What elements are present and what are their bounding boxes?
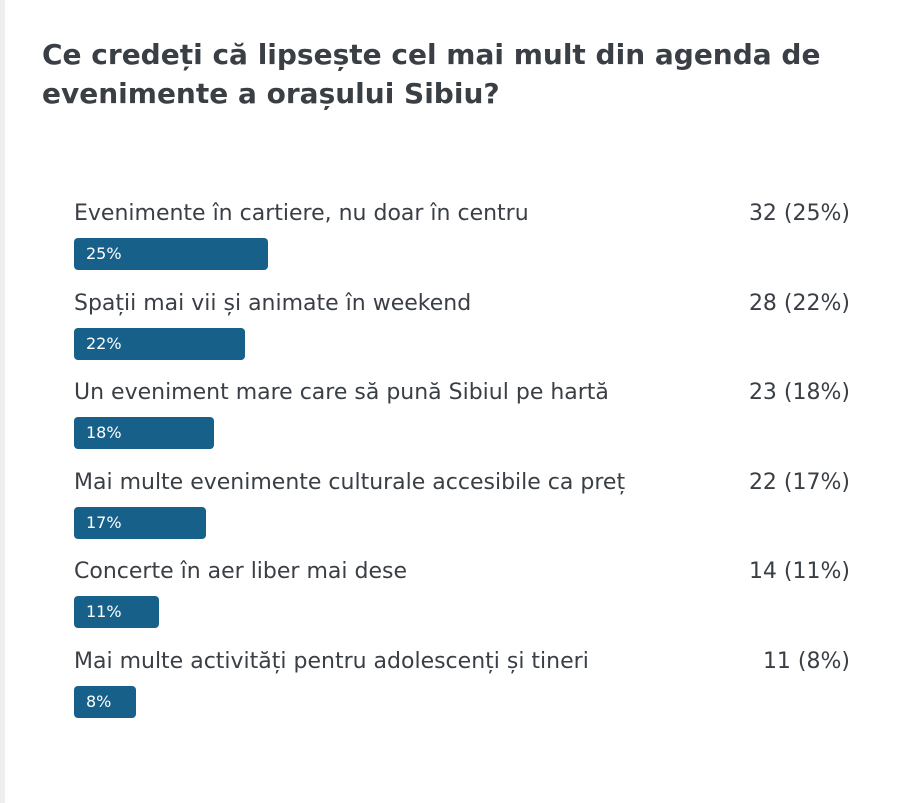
- bar-percent-label: 25%: [86, 244, 122, 263]
- poll-option: Mai multe evenimente culturale accesibil…: [74, 465, 850, 555]
- poll-option: Concerte în aer liber mai dese 14 (11%) 11…: [74, 554, 850, 644]
- option-count: 11 (8%): [762, 648, 850, 674]
- bar-percent-label: 18%: [86, 423, 122, 442]
- option-label: Spații mai vii și animate în weekend: [74, 290, 472, 316]
- option-count: 14 (11%): [748, 559, 850, 584]
- bar-percent-label: 11%: [86, 602, 122, 621]
- poll-option: Un eveniment mare care să pună Sibiul pe…: [74, 375, 850, 465]
- poll-option: Mai multe activități pentru adolescenți …: [74, 644, 850, 734]
- result-bar: 8%: [74, 685, 137, 718]
- left-border: [0, 0, 5, 803]
- option-label: Concerte în aer liber mai dese: [74, 559, 407, 584]
- result-bar: 11%: [74, 596, 160, 628]
- option-label: Mai multe evenimente culturale accesibil…: [74, 469, 626, 495]
- bar-track: 18%: [74, 417, 850, 449]
- poll-title: Ce credeți că lipsește cel mai mult din …: [42, 38, 821, 110]
- poll-option: Evenimente în cartiere, nu doar în centr…: [74, 196, 850, 286]
- bar-track: 8%: [74, 685, 850, 718]
- result-bar: 22%: [74, 327, 245, 360]
- result-bar: 18%: [74, 417, 214, 449]
- bar-track: 17%: [74, 506, 850, 539]
- option-label: Evenimente în cartiere, nu doar în centr…: [74, 201, 529, 226]
- bar-track: 25%: [74, 238, 850, 270]
- option-count: 23 (18%): [748, 380, 850, 405]
- bar-track: 22%: [74, 327, 850, 360]
- bar-track: 11%: [74, 596, 850, 628]
- bar-percent-label: 22%: [86, 333, 122, 353]
- result-bar: 17%: [74, 506, 206, 539]
- option-count: 28 (22%): [748, 290, 850, 316]
- poll-options: Evenimente în cartiere, nu doar în centr…: [74, 196, 850, 733]
- bar-percent-label: 17%: [86, 512, 122, 532]
- result-bar: 25%: [74, 238, 268, 270]
- option-count: 32 (25%): [748, 201, 850, 226]
- poll-card: Ce credeți că lipsește cel mai mult din …: [5, 0, 920, 803]
- option-label: Un eveniment mare care să pună Sibiul pe…: [74, 380, 609, 405]
- poll-option: Spații mai vii și animate în weekend 28 (…: [74, 286, 850, 376]
- option-label: Mai multe activități pentru adolescenți …: [74, 648, 589, 674]
- bar-percent-label: 8%: [86, 691, 112, 711]
- option-count: 22 (17%): [748, 469, 850, 495]
